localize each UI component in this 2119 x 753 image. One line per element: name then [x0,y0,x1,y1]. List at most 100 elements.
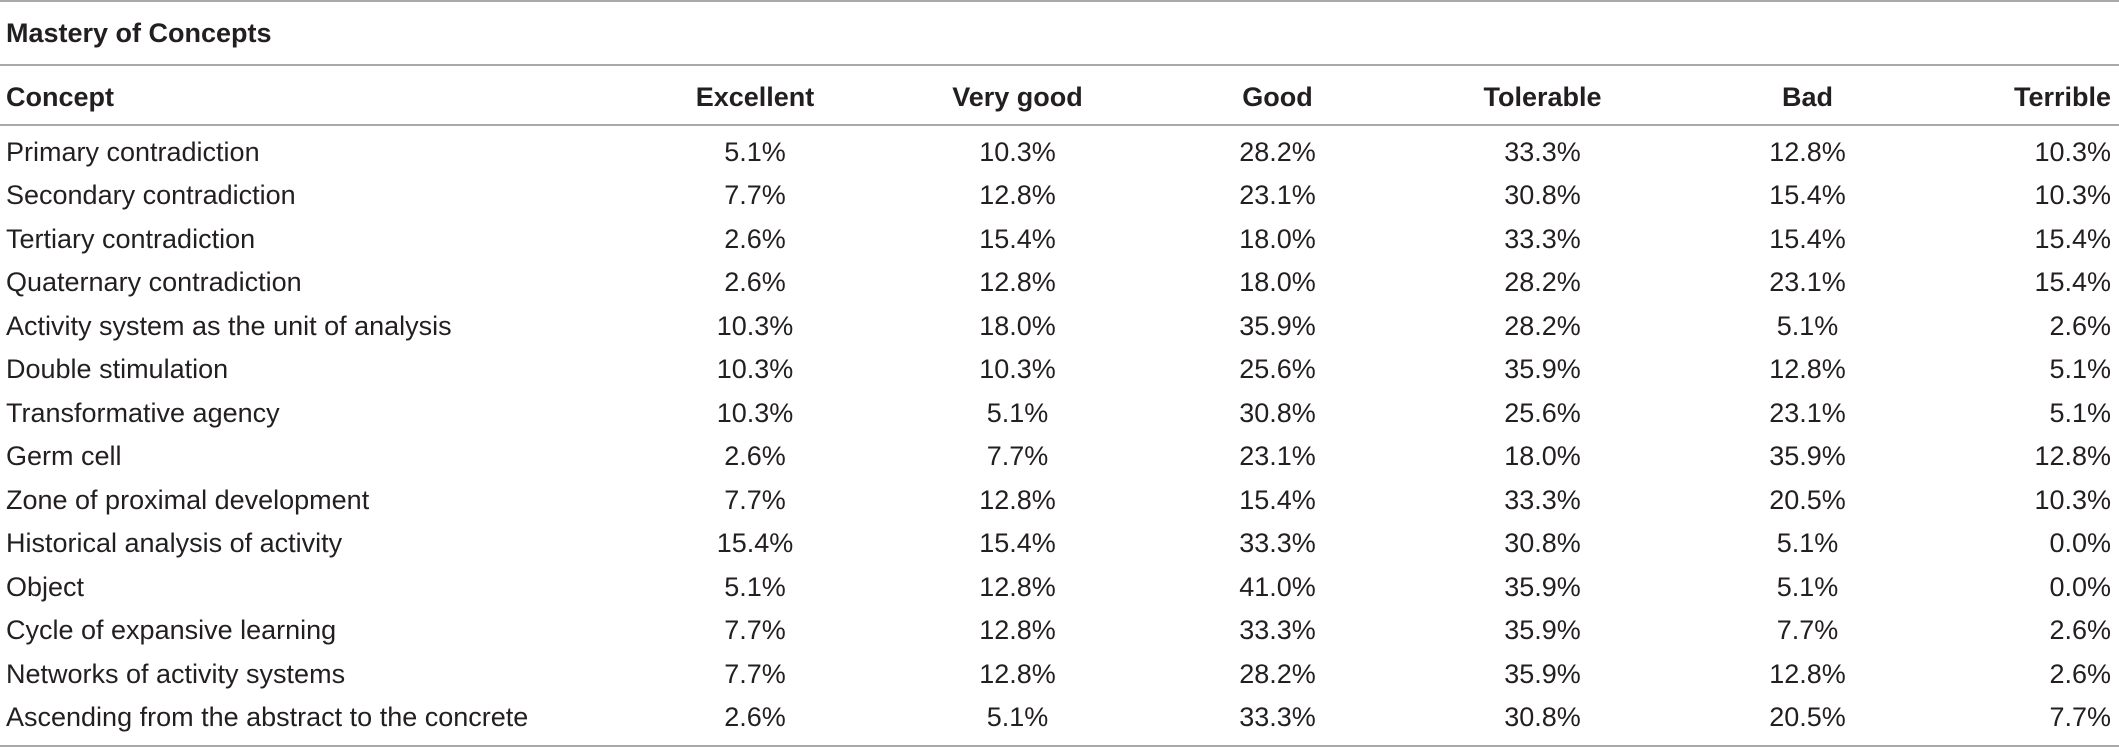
cell-very-good: 12.8% [979,267,1056,298]
cell-bad: 15.4% [1769,180,1846,211]
cell-tolerable: 28.2% [1504,310,1581,341]
cell-terrible: 10.3% [2034,484,2111,515]
cell-very-good: 18.0% [979,310,1056,341]
cell-concept: Ascending from the abstract to the concr… [6,702,529,733]
cell-excellent: 10.3% [716,354,794,385]
cell-very-good: 10.3% [979,136,1056,167]
cell-good: 23.1% [1239,441,1316,472]
cell-concept: Tertiary contradiction [6,223,256,254]
cell-tolerable: 18.0% [1504,441,1581,472]
cell-tolerable: 35.9% [1504,615,1581,646]
cell-good: 18.0% [1239,223,1316,254]
table-row: Primary contradiction 5.1% 10.3% 28.2% 33.3%… [0,122,2119,174]
cell-bad: 12.8% [1769,354,1846,385]
cell-concept: Historical analysis of activity [6,528,343,559]
cell-excellent: 2.6% [724,702,786,733]
cell-excellent: 2.6% [724,267,786,298]
cell-bad: 20.5% [1769,484,1846,515]
cell-terrible: 10.3% [2034,180,2111,211]
cell-terrible: 5.1% [2049,354,2111,385]
cell-terrible: 15.4% [2034,267,2111,298]
cell-bad: 7.7% [1776,615,1839,646]
header-row: Concept Excellent Very good Good Tolerab… [0,72,2119,122]
cell-very-good: 5.1% [986,397,1049,428]
cell-good: 23.1% [1239,180,1316,211]
cell-very-good: 12.8% [979,484,1056,515]
table-row: Secondary contradiction 7.7% 12.8% 23.1% 30.… [0,174,2119,218]
cell-very-good: 12.8% [979,658,1056,689]
cell-good: 18.0% [1239,267,1316,298]
cell-terrible: 2.6% [2049,310,2111,341]
cell-very-good: 10.3% [979,354,1056,385]
cell-very-good: 7.7% [986,441,1049,472]
cell-terrible: 2.6% [2049,658,2111,689]
cell-concept: Object [6,571,85,602]
cell-tolerable: 25.6% [1504,397,1581,428]
cell-excellent: 7.7% [724,180,786,211]
cell-tolerable: 33.3% [1504,223,1581,254]
table-row: Networks of activity systems 7.7% 12.8% 28.… [0,653,2119,697]
cell-concept: Germ cell [6,441,122,472]
cell-concept: Cycle of expansive learning [6,615,337,646]
cell-terrible: 15.4% [2034,223,2111,254]
column-header-concept: Concept [6,81,114,112]
cell-good: 35.9% [1239,310,1316,341]
bottom-rule [0,745,2119,747]
column-header-good: Good [1242,81,1313,112]
cell-excellent: 5.1% [724,571,786,602]
cell-bad: 23.1% [1769,397,1846,428]
cell-concept: Quaternary contradiction [6,267,302,298]
title-rule [0,64,2119,66]
cell-excellent: 5.1% [724,136,786,167]
cell-good: 33.3% [1239,615,1316,646]
cell-concept: Networks of activity systems [6,658,346,689]
cell-bad: 5.1% [1776,528,1839,559]
cell-tolerable: 30.8% [1504,180,1581,211]
cell-excellent: 2.6% [724,441,786,472]
cell-good: 25.6% [1239,354,1316,385]
cell-very-good: 15.4% [979,223,1056,254]
cell-very-good: 15.4% [979,528,1056,559]
table-row: Tertiary contradiction 2.6% 15.4% 18.0% 33.3… [0,218,2119,262]
column-header-very-good: Very good [952,81,1083,112]
cell-tolerable: 35.9% [1504,571,1581,602]
cell-very-good: 5.1% [986,702,1049,733]
cell-concept: Zone of proximal development [6,484,370,515]
cell-bad: 5.1% [1776,310,1839,341]
table-row: Object 5.1% 12.8% 41.0% 35.9% 5.1% 0.0% [0,566,2119,610]
top-rule [0,0,2119,2]
cell-concept: Primary contradiction [6,136,260,167]
cell-excellent: 10.3% [716,310,794,341]
table-body: Primary contradiction 5.1% 10.3% 28.2% 33.3%… [0,122,2119,740]
table-row: Zone of proximal development 7.7% 12.8% 15.… [0,479,2119,523]
table-title: Mastery of Concepts [6,18,272,48]
cell-very-good: 12.8% [979,180,1056,211]
cell-good: 30.8% [1239,397,1316,428]
cell-bad: 12.8% [1769,136,1846,167]
cell-excellent: 7.7% [724,615,786,646]
cell-terrible: 7.7% [2049,702,2111,733]
cell-terrible: 2.6% [2049,615,2111,646]
cell-bad: 20.5% [1769,702,1846,733]
cell-bad: 23.1% [1769,267,1846,298]
cell-tolerable: 33.3% [1504,484,1581,515]
cell-good: 15.4% [1239,484,1316,515]
cell-bad: 12.8% [1769,658,1846,689]
cell-tolerable: 35.9% [1504,658,1581,689]
cell-good: 33.3% [1239,528,1316,559]
cell-good: 41.0% [1239,571,1316,602]
cell-excellent: 2.6% [724,223,786,254]
cell-terrible: 0.0% [2049,571,2111,602]
table-row: Germ cell 2.6% 7.7% 23.1% 18.0% 35.9% 12.8% [0,435,2119,479]
column-header-excellent: Excellent [695,81,815,112]
cell-concept: Secondary contradiction [6,180,296,211]
cell-tolerable: 28.2% [1504,267,1581,298]
cell-terrible: 0.0% [2049,528,2111,559]
cell-terrible: 12.8% [2034,441,2111,472]
cell-tolerable: 30.8% [1504,702,1581,733]
cell-terrible: 5.1% [2049,397,2111,428]
table-row: Historical analysis of activity 15.4% 15.4… [0,522,2119,566]
cell-very-good: 12.8% [979,615,1056,646]
column-header-terrible: Terrible [2013,81,2111,112]
cell-good: 33.3% [1239,702,1316,733]
